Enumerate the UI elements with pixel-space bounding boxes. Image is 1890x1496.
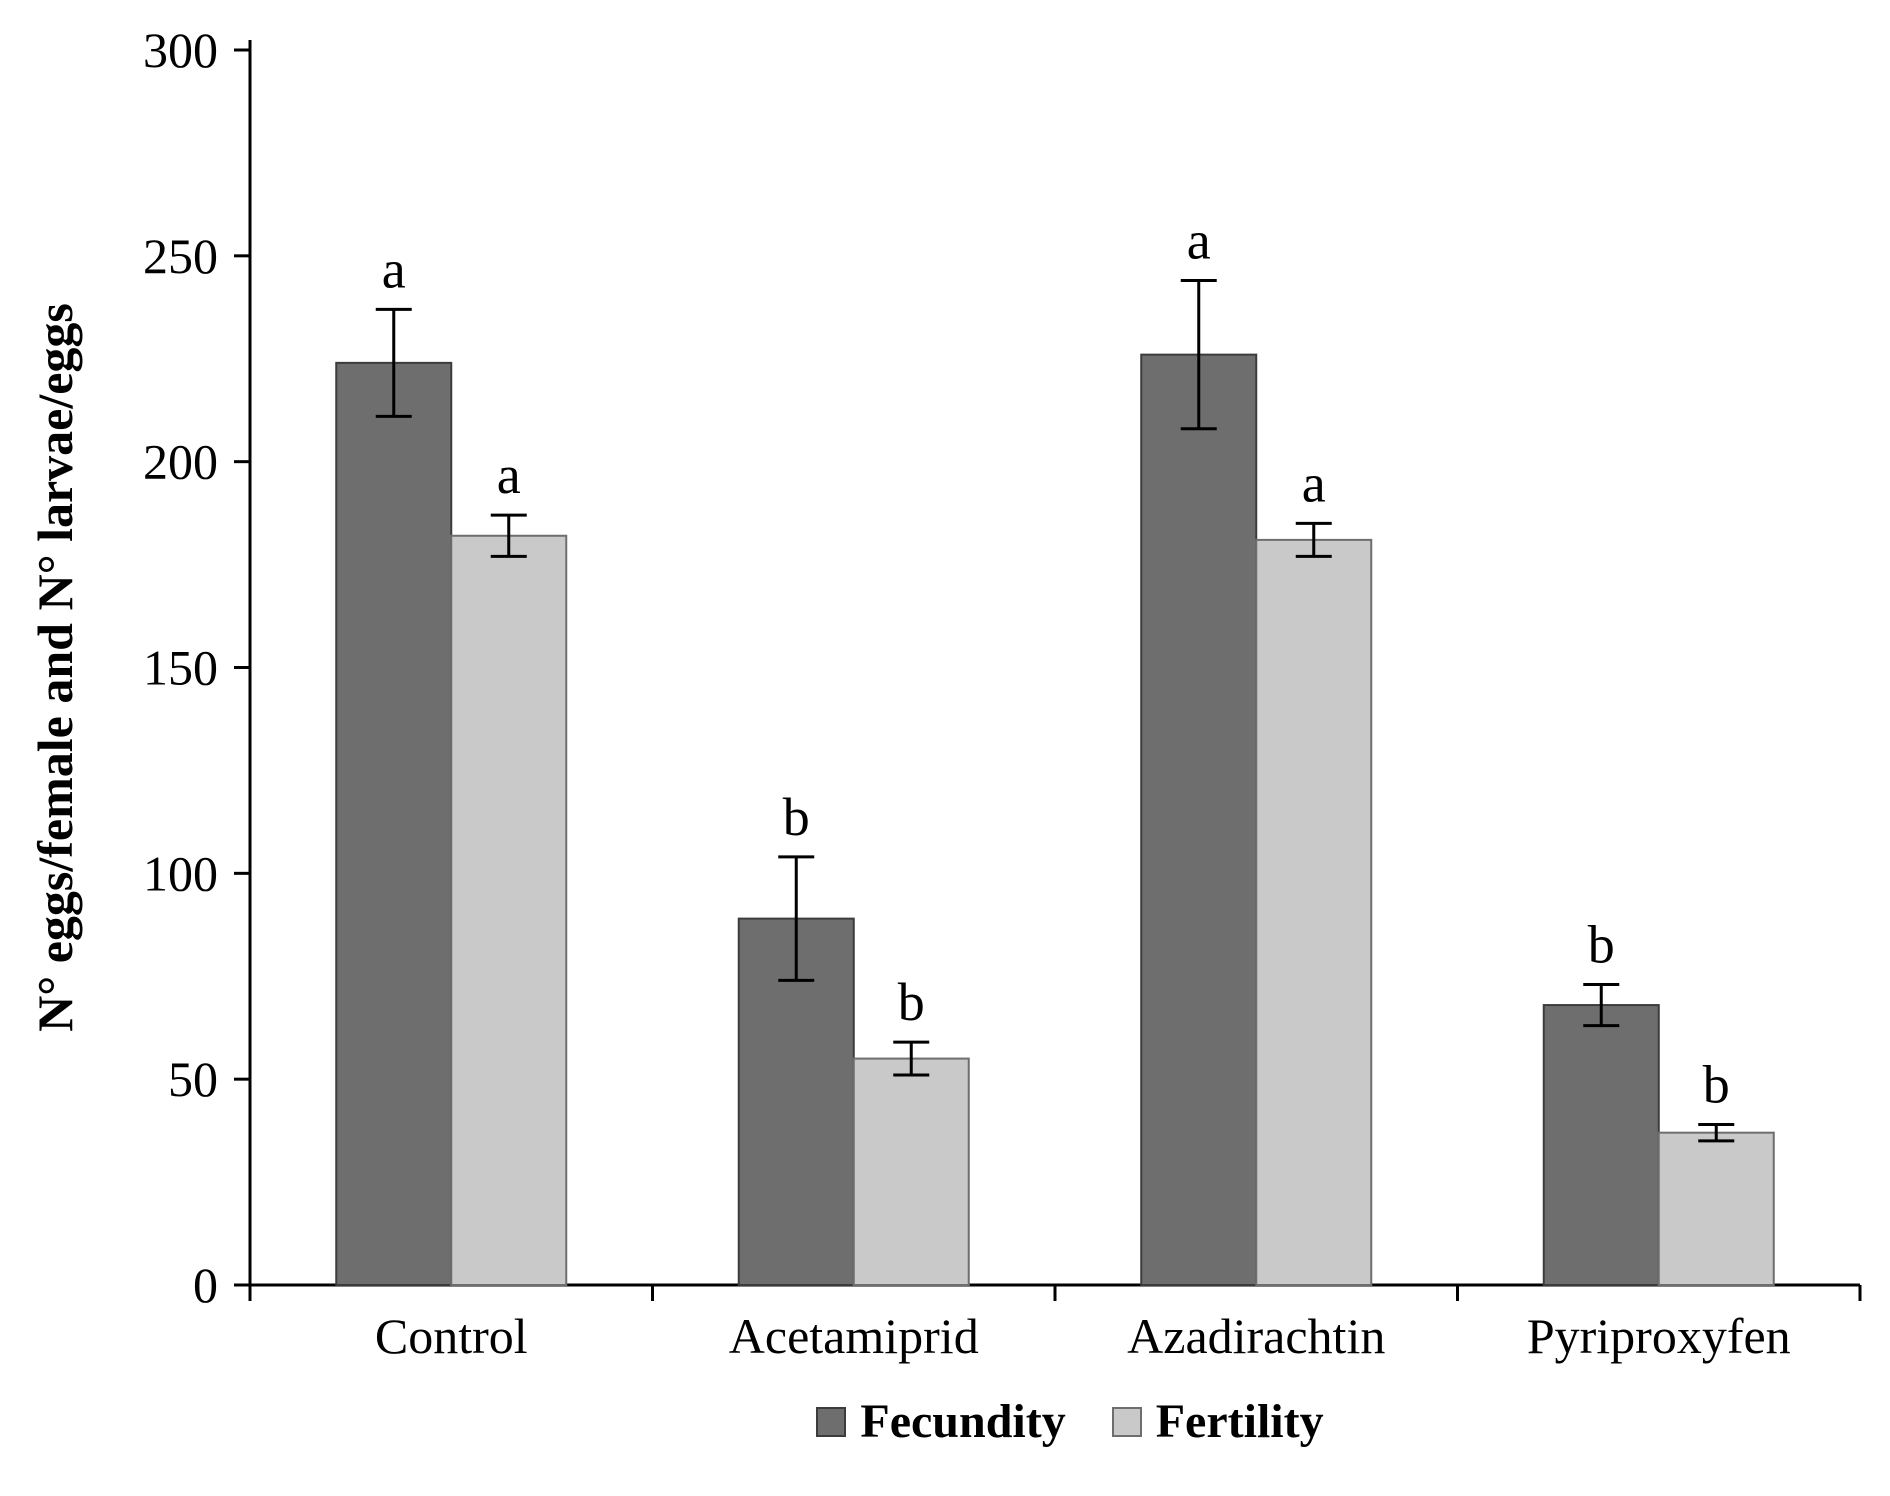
y-tick-label: 50 [168, 1051, 218, 1107]
legend-item-fecundity: Fecundity [816, 1395, 1066, 1448]
x-tick-label: Control [375, 1308, 528, 1364]
significance-letter: a [1302, 453, 1326, 513]
significance-letter: b [783, 787, 810, 847]
y-tick-label: 150 [143, 640, 218, 696]
significance-letter: a [382, 239, 406, 299]
significance-letter: a [497, 445, 521, 505]
chart-legend: Fecundity Fertility [250, 1398, 1890, 1446]
fertility-bar [450, 534, 568, 1286]
y-axis-label: N° eggs/female and N° larvae/eggs [27, 303, 83, 1032]
fecundity-swatch-icon [816, 1407, 847, 1437]
x-tick-label: Acetamiprid [729, 1308, 979, 1364]
significance-letter: a [1187, 211, 1211, 271]
fecundity-bar [1140, 353, 1258, 1286]
fertility-swatch-icon [1111, 1407, 1142, 1437]
legend-item-fertility: Fertility [1111, 1395, 1324, 1448]
y-tick-label: 250 [143, 228, 218, 284]
x-tick-label: Pyriproxyfen [1527, 1308, 1791, 1364]
fertility-bar [852, 1057, 970, 1287]
fecundity-bar [335, 361, 453, 1287]
significance-letter: b [1703, 1054, 1730, 1114]
fecundity-bar [1542, 1004, 1660, 1286]
y-tick-label: 300 [143, 22, 218, 78]
x-tick-label: Azadirachtin [1127, 1308, 1385, 1364]
y-tick-label: 100 [143, 845, 218, 901]
legend-label-fertility: Fertility [1155, 1395, 1324, 1448]
fertility-bar [1657, 1131, 1775, 1287]
fertility-bar [1255, 538, 1373, 1286]
y-tick-label: 200 [143, 434, 218, 490]
significance-letter: b [1588, 914, 1615, 974]
legend-label-fecundity: Fecundity [860, 1395, 1066, 1448]
significance-letter: b [898, 972, 925, 1032]
y-tick-label: 0 [193, 1257, 218, 1313]
